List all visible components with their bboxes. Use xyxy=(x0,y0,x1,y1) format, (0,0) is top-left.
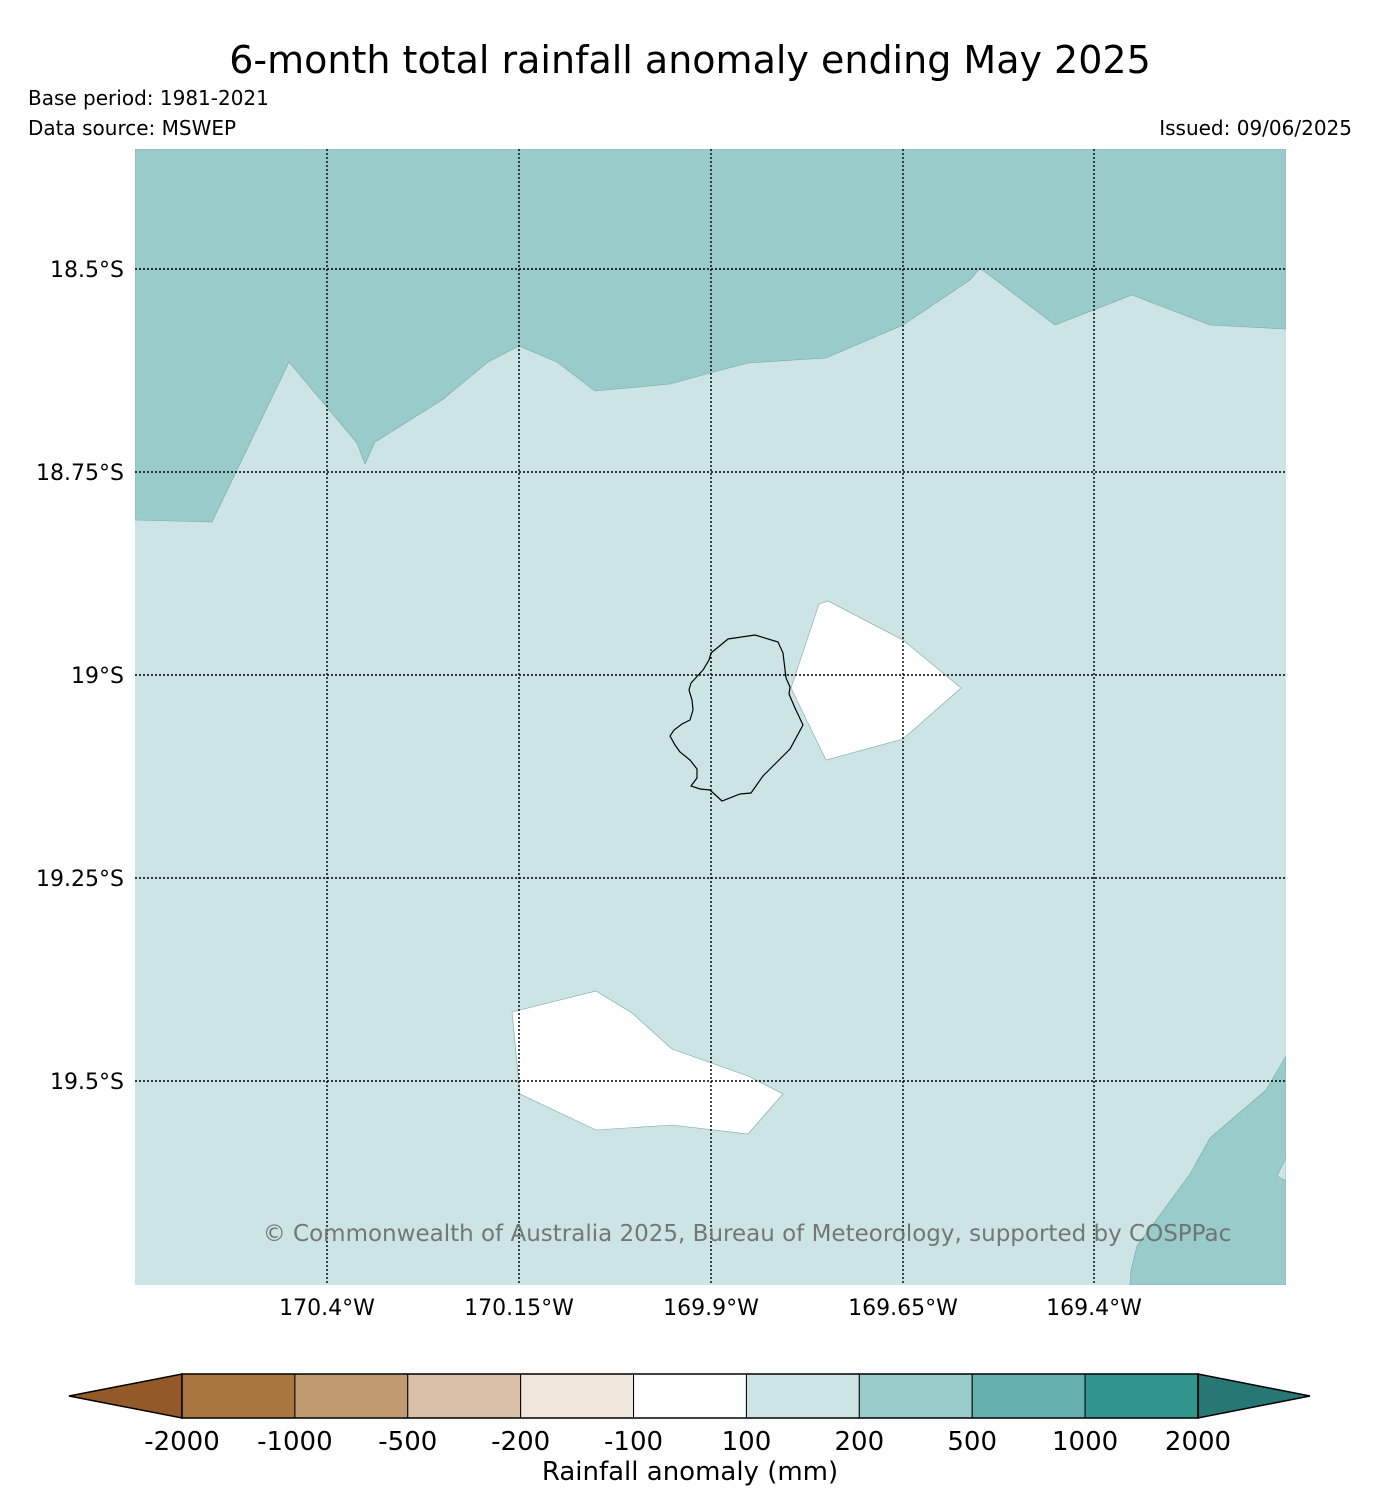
colorbar-segment xyxy=(520,1373,635,1419)
map-area: © Commonwealth of Australia 2025, Bureau… xyxy=(135,149,1286,1285)
colorbar-label: Rainfall anomaly (mm) xyxy=(542,1457,838,1487)
colorbar-outline xyxy=(181,1373,1199,1419)
colorbar-segment xyxy=(1084,1373,1199,1419)
lat-label: 19.25°S xyxy=(36,867,124,892)
lon-label: 169.9°W xyxy=(663,1296,759,1321)
data-source: Data source: MSWEP xyxy=(28,116,237,140)
lat-label: 19.5°S xyxy=(50,1070,124,1095)
colorbar-segment xyxy=(858,1373,973,1419)
colorbar-ticks: -2000 -1000 -500 -200 -100 100 200 500 1000 2000 xyxy=(144,1427,1231,1457)
lat-label: 19°S xyxy=(71,664,124,689)
colorbar-tick-label: -500 xyxy=(378,1427,437,1457)
colorbar-tick-label: 100 xyxy=(722,1427,772,1457)
colorbar-segment xyxy=(294,1373,409,1419)
colorbar-segment xyxy=(745,1373,860,1419)
anomaly-neutral-south xyxy=(511,990,784,1135)
colorbar-segment xyxy=(633,1373,747,1419)
colorbar-extend-low xyxy=(68,1373,183,1419)
base-period: Base period: 1981-2021 xyxy=(28,86,269,110)
lon-label: 170.15°W xyxy=(464,1296,574,1321)
colorbar-tick-label: -1000 xyxy=(257,1427,333,1457)
anomaly-200-500-north xyxy=(135,149,1286,523)
colorbar-tick-label: -100 xyxy=(604,1427,663,1457)
lon-label: 170.4°W xyxy=(279,1296,375,1321)
colorbar-tick-label: 200 xyxy=(835,1427,885,1457)
lon-label: 169.65°W xyxy=(848,1296,958,1321)
anomaly-small-patch xyxy=(1276,1157,1286,1182)
colorbar-tick-label: 500 xyxy=(947,1427,997,1457)
colorbar-tick-label: 1000 xyxy=(1052,1427,1118,1457)
colorbar xyxy=(68,1373,1311,1419)
island-coastline xyxy=(669,634,804,802)
anomaly-200-500-southeast xyxy=(1129,1055,1286,1285)
colorbar-tick-label: 2000 xyxy=(1165,1427,1231,1457)
lat-label: 18.75°S xyxy=(36,461,124,486)
graticule xyxy=(135,149,1286,1285)
issued-date: Issued: 09/06/2025 xyxy=(1159,116,1352,140)
colorbar-segment xyxy=(407,1373,522,1419)
map-title: 6-month total rainfall anomaly ending Ma… xyxy=(229,38,1151,82)
colorbar-extend-high xyxy=(1197,1373,1311,1419)
colorbar-tick-label: -200 xyxy=(491,1427,550,1457)
lat-label: 18.5°S xyxy=(50,258,124,283)
colorbar-segment xyxy=(181,1373,296,1419)
colorbar-tick-label: -2000 xyxy=(144,1427,220,1457)
copyright-text: © Commonwealth of Australia 2025, Bureau… xyxy=(263,1221,1232,1247)
colorbar-segment xyxy=(971,1373,1086,1419)
lon-label: 169.4°W xyxy=(1046,1296,1142,1321)
anomaly-neutral-east xyxy=(790,600,962,761)
